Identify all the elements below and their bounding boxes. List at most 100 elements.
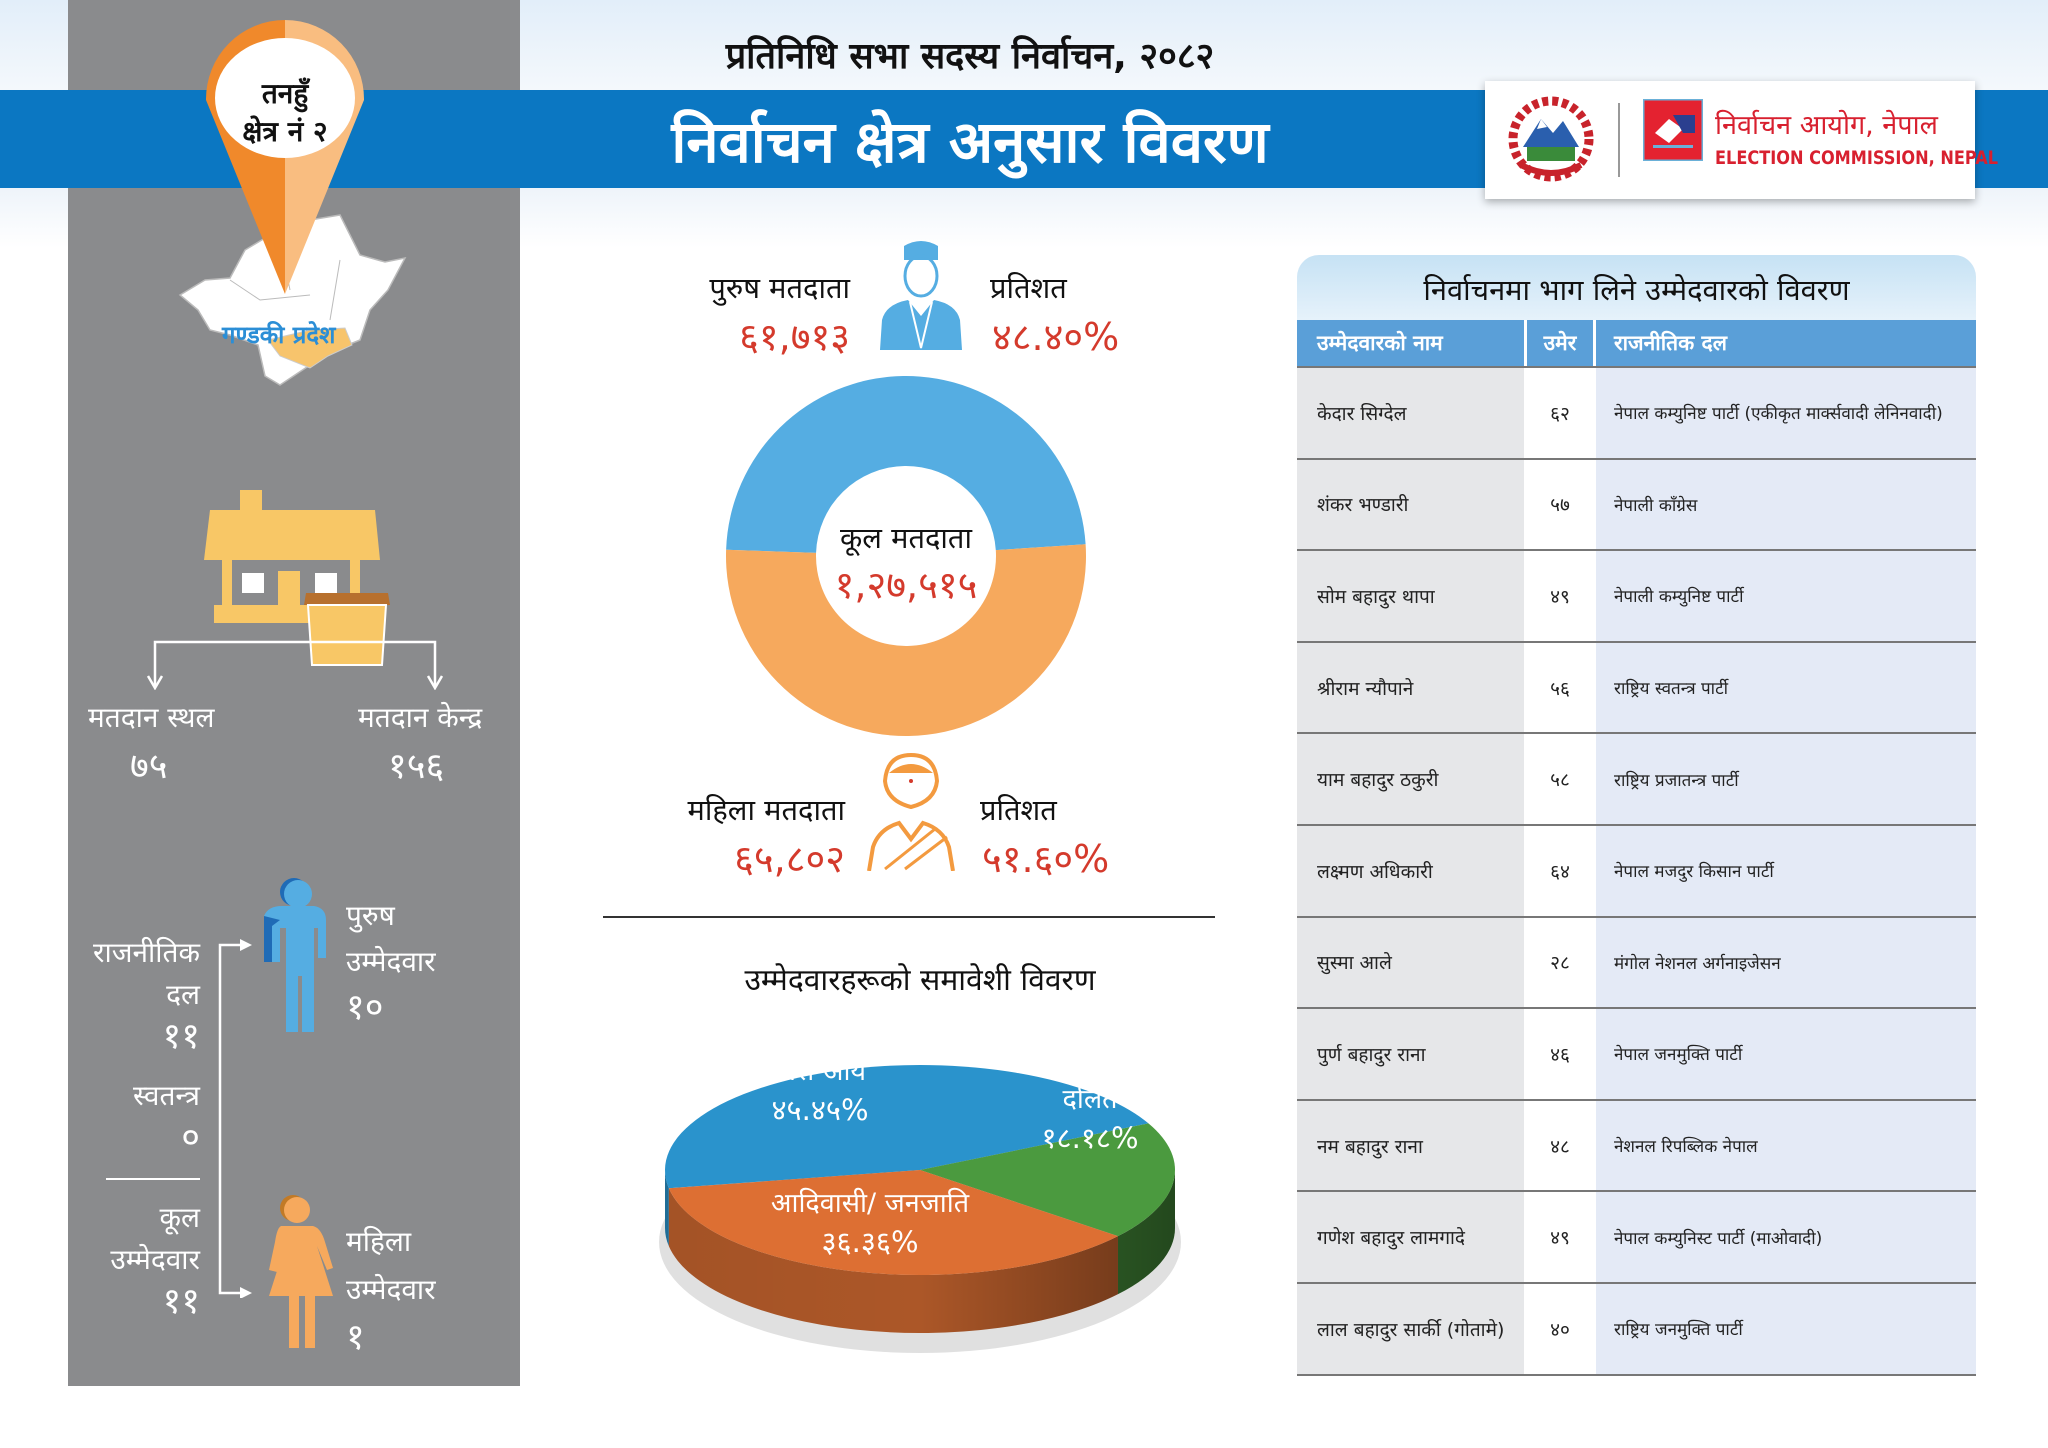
pie-side-shading [665,1170,1175,1333]
voter-gender-donut-chart [726,375,1086,736]
election-commission-logo: निर्वाचन आयोग, नेपाल ELECTION COMMISSION… [1485,81,1998,199]
donut-slice-male [726,375,1086,553]
table-row: शंकर भण्डारी ५७ नेपाली काँग्रेस [1297,457,1976,550]
polling-places-label: मतदान स्थल [88,701,215,734]
male-percent-value: ४८.४०% [992,315,1120,359]
candidate-party: मंगोल नेशनल अर्गनाइजेसन [1596,917,1976,1008]
male-candidates-value: १० [346,987,384,1028]
party-candidates-stat: राजनीतिक दल ११ [80,932,200,1058]
candidate-name: गणेश बहादुर लामगादे [1297,1192,1524,1282]
male-voters-value: ६१,७१३ [739,315,850,359]
commission-name-english: ELECTION COMMISSION, NEPAL [1715,147,1999,169]
male-candidates-label-2: उम्मेदवार [346,945,436,978]
candidate-party: नेपाल मजदुर किसान पार्टी [1596,825,1976,916]
election-subtitle: प्रतिनिधि सभा सदस्य निर्वाचन, २०८२ [725,36,1215,77]
candidate-name: सुस्मा आले [1297,917,1524,1008]
ballot-box-icon [1643,99,1703,161]
pie-slice-adivasi-janajati [668,1170,1118,1275]
candidate-name: केदार सिग्देल [1297,368,1524,458]
inclusion-chart-title: उम्मेदवारहरूको समावेशी विवरण [744,963,1096,998]
table-row: सोम बहादुर थापा ४९ नेपाली कम्युनिष्ट पार्ट… [1297,549,1976,641]
female-percent-value: ५१.६०% [982,837,1110,881]
polling-centers-value: १५६ [388,746,445,787]
party-label-2: दल [166,978,200,1011]
male-percent-label: प्रतिशत [990,271,1067,305]
candidate-table-body: केदार सिग्देल ६२ नेपाल कम्युनिष्ट पार्टी (… [1297,366,1976,1374]
candidate-inclusion-pie-chart: खस आर्य ४५.४५% दलित १८.१८% आदिवासी/ जनजाति ३६… [659,1055,1181,1353]
candidate-age: ६२ [1524,368,1596,458]
polling-station-icon [204,490,390,666]
candidate-name: लक्ष्मण अधिकारी [1297,825,1524,916]
candidate-age: ४६ [1524,1009,1596,1099]
table-row: श्रीराम न्यौपाने ५६ राष्ट्रिय स्वतन्त्र पा… [1297,640,1976,733]
candidate-party: नेपाल कम्युनिस्ट पार्टी (माओवादी) [1596,1192,1976,1282]
candidate-age: ६४ [1524,825,1596,916]
candidate-party: नेशनल रिपब्लिक नेपाल [1596,1100,1976,1191]
title-band-left [0,90,68,188]
column-header-party: राजनीतिक दल [1614,331,1727,355]
candidate-name: याम बहादुर ठकुरी [1297,734,1524,824]
total-voters-value: १,२७,५१५ [834,563,978,607]
candidate-age: २८ [1524,917,1596,1008]
table-row: केदार सिग्देल ६२ नेपाल कम्युनिष्ट पार्टी (… [1297,366,1976,458]
candidate-table-title: निर्वाचनमा भाग लिने उम्मेदवारको विवरण [1297,255,1976,320]
location-pin-icon [205,20,365,294]
female-candidates-label-2: उम्मेदवार [346,1273,436,1306]
candidate-party: नेपाल कम्युनिष्ट पार्टी (एकीकृत मार्क्सव… [1596,368,1976,458]
candidate-name: श्रीराम न्यौपाने [1297,642,1524,733]
candidate-age: ४९ [1524,1192,1596,1282]
pie-slice-dalit-label: दलित [1062,1083,1118,1115]
total-label-2: उम्मेदवार [110,1243,200,1276]
female-voters-label: महिला मतदाता [687,793,845,827]
commission-name-nepali: निर्वाचन आयोग, नेपाल [1715,110,1938,141]
pie-slice-dalit [920,1123,1175,1237]
independent-stat: स्वतन्त्र ० [80,1075,200,1159]
pie-slice-adivasi-janajati-value: ३६.३६% [821,1225,918,1259]
constituency-pin-label: तनहुँ क्षेत्र नं २ [220,75,350,151]
candidate-name: शंकर भण्डारी [1297,459,1524,550]
female-percent-label: प्रतिशत [980,793,1057,827]
candidate-party: राष्ट्रिय स्वतन्त्र पार्टी [1596,642,1976,733]
pie-slice-khas-arya [664,1065,1149,1189]
male-voter-icon [880,241,962,350]
pie-slice-adivasi-janajati-label: आदिवासी/ जनजाति [771,1187,970,1219]
gender-connector-arrows [218,939,252,1298]
candidate-party: नेपाल जनमुक्ति पार्टी [1596,1009,1976,1099]
polling-connector-arrows [146,640,444,690]
male-candidate-icon [264,878,326,1032]
total-value: ११ [162,1281,200,1322]
table-bottom-border [1297,1373,1976,1376]
sum-divider [106,1178,200,1180]
column-header-name: उम्मेदवारको नाम [1317,331,1443,355]
candidate-name: लाल बहादुर सार्की (गोतामे) [1297,1283,1524,1374]
table-row: पुर्ण बहादुर राना ४६ नेपाल जनमुक्ति पार्टी [1297,1007,1976,1099]
table-row: सुस्मा आले २८ मंगोल नेशनल अर्गनाइजेसन [1297,915,1976,1008]
candidate-table: निर्वाचनमा भाग लिने उम्मेदवारको विवरण उम… [1297,255,1976,1376]
table-row: लाल बहादुर सार्की (गोतामे) ४० राष्ट्रिय जन… [1297,1281,1976,1374]
pie-slice-khas-arya-value: ४५.४५% [771,1093,868,1127]
party-value: ११ [162,1016,200,1057]
column-header-age: उमेर [1524,320,1596,366]
gandaki-map-icon [178,198,407,386]
nepal-emblem-icon [1508,96,1594,182]
candidate-party: नेपाली कम्युनिष्ट पार्टी [1596,551,1976,641]
table-header-row: उम्मेदवारको नाम उमेर राजनीतिक दल [1297,320,1976,366]
district-name: तनहुँ [261,77,309,110]
male-candidates-label-1: पुरुष [346,899,395,932]
independent-label: स्वतन्त्र [133,1079,200,1112]
table-row: गणेश बहादुर लामगादे ४९ नेपाल कम्युनिस्ट पा… [1297,1190,1976,1282]
female-candidates-stat: महिला उम्मेदवार १ [346,1218,436,1362]
candidate-name: पुर्ण बहादुर राना [1297,1009,1524,1099]
candidate-age: ५८ [1524,734,1596,824]
page-title: निर्वाचन क्षेत्र अनुसार विवरण [671,108,1269,176]
independent-value: ० [181,1117,200,1158]
total-candidates-stat: कूल उम्मेदवार ११ [80,1197,200,1323]
candidate-age: ४९ [1524,551,1596,641]
candidate-name: सोम बहादुर थापा [1297,551,1524,641]
female-candidate-icon [269,1195,333,1348]
polling-places-value: ७५ [130,746,168,787]
female-candidates-value: १ [346,1317,365,1358]
candidate-age: ४८ [1524,1100,1596,1191]
total-label-1: कूल [159,1201,201,1234]
pie-slice-khas-arya-label: खस आर्य [774,1055,868,1087]
